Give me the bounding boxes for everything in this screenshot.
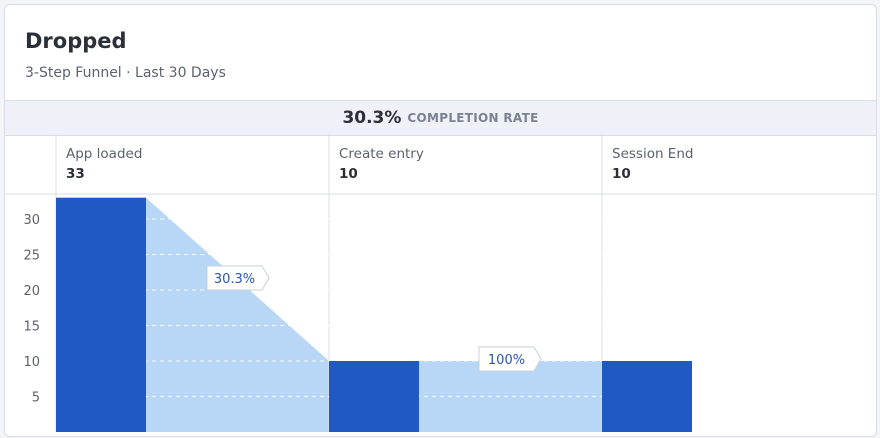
flow-area-1 xyxy=(146,197,329,432)
step-value: 10 xyxy=(339,166,358,182)
y-tick-label: 30 xyxy=(23,213,40,228)
step-value: 10 xyxy=(612,166,631,182)
y-tick-label: 5 xyxy=(32,391,40,406)
conversion-rate-label: 100% xyxy=(488,353,525,368)
conversion-badge: 100% xyxy=(478,346,542,372)
conversion-badge-shape xyxy=(478,346,542,372)
funnel-card: Dropped 3-Step Funnel · Last 30 Days 30.… xyxy=(4,4,877,437)
conversion-badge-shape xyxy=(206,265,270,291)
y-tick-label: 10 xyxy=(23,355,40,370)
step-label: Session End xyxy=(612,146,693,162)
completion-rate-label: COMPLETION RATE xyxy=(407,111,539,125)
y-tick-label: 20 xyxy=(23,284,40,299)
step-label: Create entry xyxy=(339,146,424,162)
completion-rate-bar: 30.3% COMPLETION RATE xyxy=(5,100,876,136)
step-label: App loaded xyxy=(66,146,142,162)
funnel-bar xyxy=(329,361,419,432)
conversion-rate-label: 30.3% xyxy=(214,272,255,287)
step-value: 33 xyxy=(66,166,85,182)
funnel-chart: 5 10 15 20 25 30 App loaded 33 Create entry 10 Ses… xyxy=(5,134,876,432)
report-title: Dropped xyxy=(25,29,127,53)
conversion-badge: 30.3% xyxy=(206,265,270,291)
flow-area-2 xyxy=(419,361,602,432)
completion-rate-value: 30.3% xyxy=(342,108,402,128)
funnel-bar xyxy=(56,197,146,432)
y-tick-label: 25 xyxy=(23,249,40,264)
funnel-bar xyxy=(602,361,692,432)
y-tick-label: 15 xyxy=(23,320,40,335)
report-subtitle: 3-Step Funnel · Last 30 Days xyxy=(25,65,226,81)
